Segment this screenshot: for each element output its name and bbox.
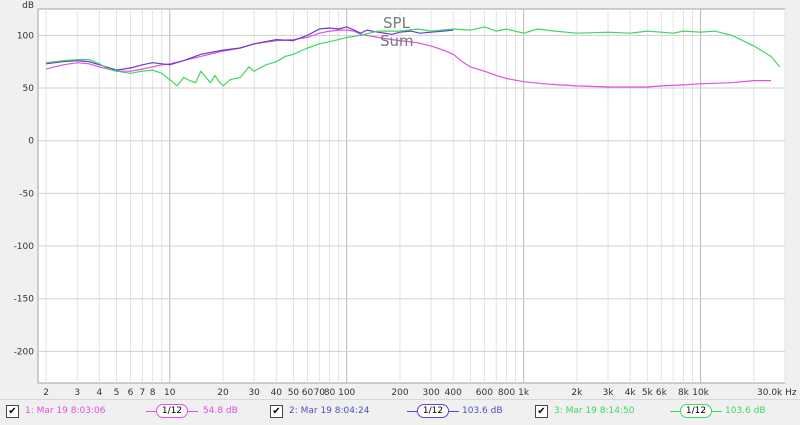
legend-value-2: 103.6 dB [462, 406, 503, 416]
smoothing-badge-2[interactable]: 1/12 [407, 404, 459, 418]
x-tick-label: 40 [271, 388, 283, 398]
smoothing-badge-3[interactable]: 1/12 [670, 404, 722, 418]
x-tick-label: 600 [476, 388, 493, 398]
x-tick-label: 10k [692, 388, 709, 398]
x-tick-label: 10 [164, 388, 176, 398]
grid [38, 9, 786, 383]
x-tick-label: 80 [324, 388, 336, 398]
legend-value-1: 54.8 dB [203, 406, 238, 416]
series-line-3 [46, 26, 781, 87]
x-tick-label: 6 [128, 388, 134, 398]
x-tick-label: 3 [74, 388, 80, 398]
legend-label-2[interactable]: 2: Mar 19 8:04:24 [289, 406, 370, 416]
legend-bar: ✔ 1: Mar 19 8:03:06 1/12 54.8 dB ✔ 2: Ma… [0, 399, 800, 425]
y-tick-label: 100 [17, 31, 34, 41]
series-layer [45, 26, 781, 88]
x-tick-label: 70 [314, 388, 326, 398]
x-tick-label: 5k [642, 388, 654, 398]
y-tick-label: 0 [28, 137, 34, 147]
x-tick-label: 2k [571, 388, 583, 398]
series-line-1 [45, 29, 771, 88]
x-tick-label: 6k [656, 388, 668, 398]
x-tick-label: 3k [603, 388, 615, 398]
series-line-2 [46, 26, 454, 71]
legend-value-3: 103.6 dB [725, 406, 766, 416]
x-tick-label: 20 [217, 388, 229, 398]
legend-checkbox-2[interactable]: ✔ [270, 405, 283, 418]
x-tick-label: 30.0k Hz [757, 388, 797, 398]
x-tick-label: 7 [139, 388, 145, 398]
x-tick-label: 300 [423, 388, 440, 398]
x-tick-label: 400 [445, 388, 462, 398]
legend-checkbox-3[interactable]: ✔ [535, 405, 548, 418]
x-tick-label: 200 [391, 388, 408, 398]
x-tick-label: 4 [96, 388, 102, 398]
smoothing-badge-1[interactable]: 1/12 [146, 404, 198, 418]
y-axis-label: dB [22, 1, 34, 11]
y-tick-label: -200 [14, 347, 35, 357]
x-tick-label: 60 [302, 388, 314, 398]
x-tick-label: 2 [43, 388, 49, 398]
y-tick-label: -50 [19, 189, 34, 199]
legend-checkbox-1[interactable]: ✔ [6, 405, 19, 418]
x-tick-label: 800 [498, 388, 515, 398]
x-tick-label: 30 [248, 388, 260, 398]
y-tick-label: -150 [14, 295, 35, 305]
x-tick-label: 100 [338, 388, 355, 398]
chart-title: SPL [383, 14, 411, 32]
x-tick-label: 8k [678, 388, 690, 398]
x-tick-label: 50 [288, 388, 300, 398]
x-tick-label: 4k [625, 388, 637, 398]
legend-label-1[interactable]: 1: Mar 19 8:03:06 [25, 406, 106, 416]
plot-area[interactable] [37, 8, 786, 384]
y-tick-label: -100 [14, 242, 35, 252]
chart-subtitle: Sum [380, 32, 414, 50]
x-tick-label: 1k [518, 388, 530, 398]
y-tick-label: 50 [23, 84, 35, 94]
legend-label-3[interactable]: 3: Mar 19 8:14:50 [554, 406, 635, 416]
x-tick-label: 8 [150, 388, 156, 398]
x-tick-label: 5 [114, 388, 120, 398]
